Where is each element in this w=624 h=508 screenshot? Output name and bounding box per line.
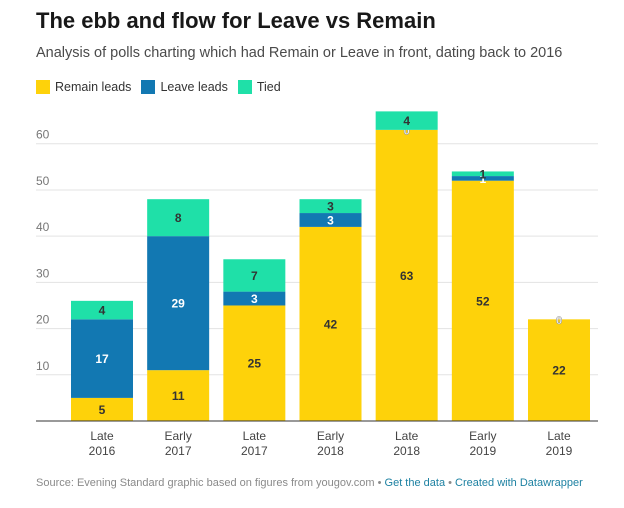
legend: Remain leads Leave leads Tied xyxy=(36,80,281,94)
bar-segment xyxy=(223,305,286,421)
data-label: 25 xyxy=(248,357,262,371)
x-tick-label: 2019 xyxy=(546,444,573,458)
get-data-link[interactable]: Get the data xyxy=(384,477,446,489)
data-label: 3 xyxy=(251,292,258,306)
bar-segment xyxy=(71,319,133,398)
x-tick-label: 2016 xyxy=(89,444,116,458)
data-label: 7 xyxy=(251,269,258,283)
source-text: Source: Evening Standard graphic based o… xyxy=(36,477,375,489)
data-label: 22 xyxy=(552,364,566,378)
legend-item-remain: Remain leads xyxy=(36,80,131,94)
x-tick-label: Late xyxy=(90,429,114,443)
bar-segment xyxy=(528,319,590,421)
data-label: 63 xyxy=(400,269,414,283)
data-label: 5 xyxy=(99,403,106,417)
legend-label-remain: Remain leads xyxy=(55,80,132,94)
bar-segment xyxy=(71,397,133,421)
x-tick-label: Late xyxy=(547,429,571,443)
data-label: 3 xyxy=(327,213,334,227)
y-tick-label: 50 xyxy=(36,174,50,188)
x-tick-label: Late xyxy=(243,429,267,443)
data-label: 4 xyxy=(99,304,106,318)
bar-segment xyxy=(223,291,286,306)
data-label: 1 xyxy=(479,172,486,186)
legend-swatch-leave xyxy=(141,80,156,94)
bar-segment xyxy=(147,370,210,421)
bar-segment xyxy=(299,213,362,227)
bar-segment xyxy=(71,300,133,320)
data-label: 8 xyxy=(175,211,182,225)
footer-separator: • xyxy=(445,477,456,489)
y-tick-label: 10 xyxy=(36,359,50,373)
chart-subtitle: Analysis of polls charting which had Rem… xyxy=(36,45,563,61)
legend-swatch-remain xyxy=(36,80,50,94)
x-tick-label: Early xyxy=(469,429,496,443)
chart-title: The ebb and flow for Leave vs Remain xyxy=(36,8,436,33)
data-label: 4 xyxy=(403,114,410,128)
y-tick-label: 20 xyxy=(36,313,50,327)
data-label: 0 xyxy=(404,125,410,137)
x-tick-label: Early xyxy=(317,429,344,443)
bar-segment xyxy=(451,180,514,421)
data-label: 1 xyxy=(479,167,486,181)
data-label: 0 xyxy=(556,315,562,327)
legend-label-tied: Tied xyxy=(256,80,281,94)
x-tick-label: 2018 xyxy=(317,444,344,458)
bar-segment xyxy=(451,176,514,181)
footer: Source: Evening Standard graphic based o… xyxy=(36,477,583,489)
bar-segment xyxy=(299,199,362,214)
legend-swatch-tied xyxy=(237,80,252,94)
x-tick-label: 2019 xyxy=(469,444,496,458)
data-label: 17 xyxy=(95,352,109,366)
data-label: 42 xyxy=(324,317,338,331)
x-tick-label: Late xyxy=(395,429,419,443)
datawrapper-link[interactable]: Created with Datawrapper xyxy=(455,477,583,489)
data-label: 3 xyxy=(327,200,334,214)
bar-segment xyxy=(299,226,362,421)
stacked-bar-chart: 1020304050605174Late201611298Early201725… xyxy=(36,111,598,458)
legend-item-tied: Tied xyxy=(237,80,281,94)
footer-separator: • xyxy=(374,477,385,489)
data-label: 29 xyxy=(171,297,185,311)
x-tick-label: 2018 xyxy=(393,444,420,458)
legend-item-leave: Leave leads xyxy=(141,80,228,94)
y-tick-label: 60 xyxy=(36,128,50,142)
bar-segment xyxy=(451,171,514,177)
y-tick-label: 40 xyxy=(36,220,50,234)
bar-segment xyxy=(147,236,210,371)
x-tick-label: 2017 xyxy=(165,444,192,458)
x-tick-label: Early xyxy=(164,429,191,443)
bar-segment xyxy=(375,111,438,130)
bar-segment xyxy=(147,199,210,237)
bar-segment xyxy=(375,129,438,421)
data-label: 11 xyxy=(172,389,185,403)
bar-segment xyxy=(223,259,286,292)
data-label: 52 xyxy=(476,294,490,308)
legend-label-leave: Leave leads xyxy=(160,80,228,94)
y-tick-label: 30 xyxy=(36,266,50,280)
x-tick-label: 2017 xyxy=(241,444,268,458)
